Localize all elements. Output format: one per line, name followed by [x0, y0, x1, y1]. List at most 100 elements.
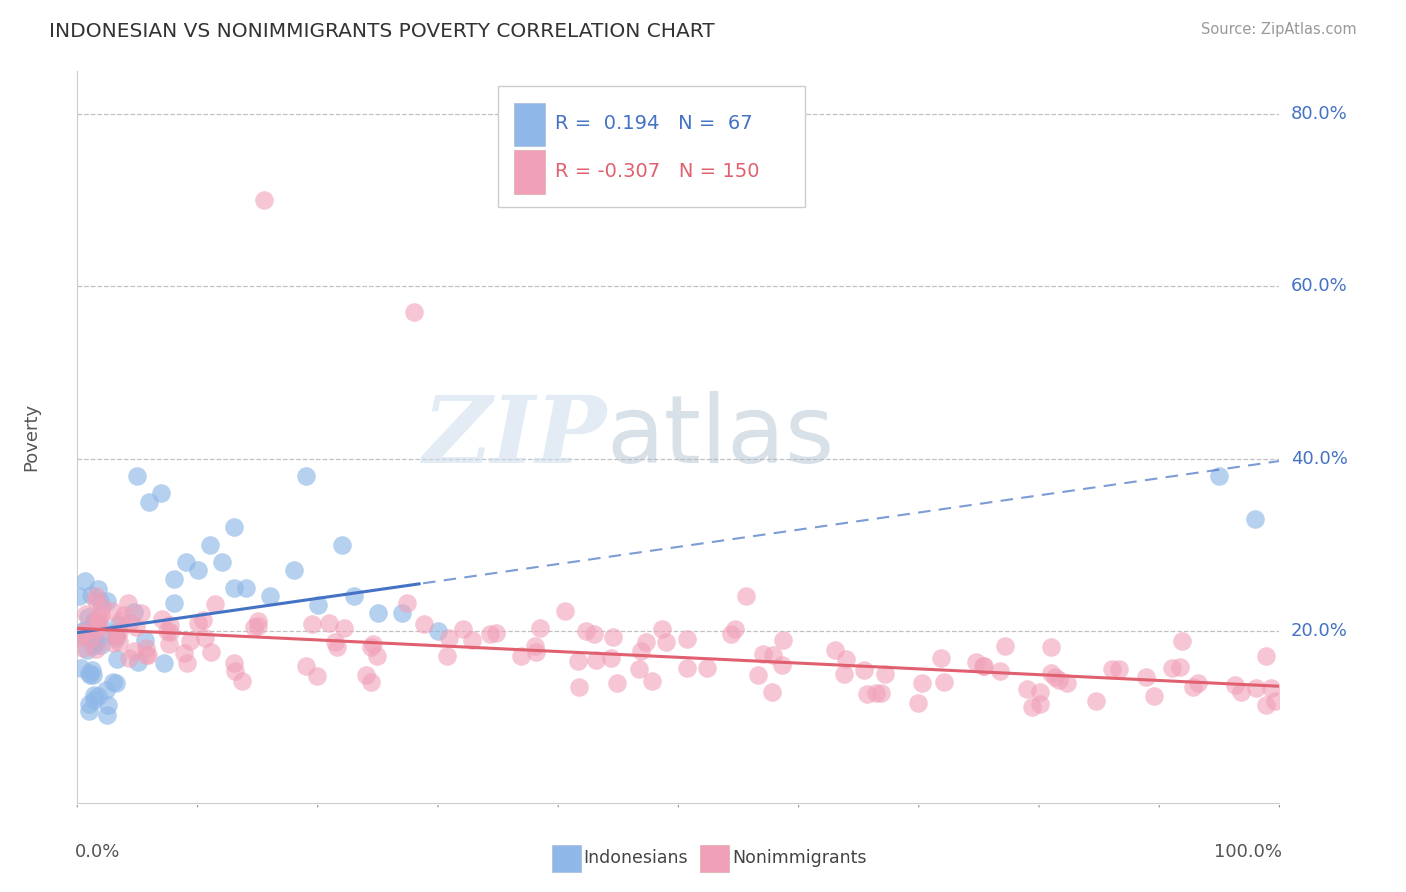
Point — [361, 637, 384, 651]
Point — [585, 653, 607, 667]
Point — [1029, 685, 1052, 699]
Point — [395, 596, 418, 610]
Point — [90, 607, 112, 622]
Point — [523, 639, 546, 653]
Point — [436, 648, 458, 663]
Point — [104, 631, 127, 645]
Point — [354, 667, 377, 681]
Point — [76, 610, 98, 624]
Text: 0.0%: 0.0% — [75, 843, 121, 861]
Point — [243, 620, 266, 634]
Point — [173, 646, 195, 660]
Point — [83, 614, 105, 628]
Point — [104, 625, 127, 640]
Point — [333, 621, 356, 635]
Point — [86, 612, 108, 626]
Point — [101, 675, 124, 690]
Point — [1029, 697, 1052, 711]
Point — [107, 617, 129, 632]
Point — [734, 589, 756, 603]
Point — [211, 555, 233, 569]
Point — [770, 658, 793, 673]
Point — [1039, 640, 1062, 654]
Point — [112, 608, 135, 623]
FancyBboxPatch shape — [700, 846, 728, 871]
Text: ZIP: ZIP — [422, 392, 606, 482]
Point — [129, 607, 152, 621]
Point — [929, 651, 952, 665]
Point — [1260, 681, 1282, 696]
FancyBboxPatch shape — [498, 86, 804, 207]
Point — [343, 589, 366, 603]
Point — [1101, 662, 1123, 676]
Point — [651, 622, 673, 636]
Point — [150, 612, 173, 626]
Text: 100.0%: 100.0% — [1213, 843, 1282, 861]
Point — [360, 640, 382, 655]
Point — [402, 305, 425, 319]
Point — [179, 634, 201, 648]
Point — [117, 596, 139, 610]
Point — [75, 607, 97, 621]
Point — [224, 664, 246, 678]
Text: 60.0%: 60.0% — [1291, 277, 1347, 295]
Point — [599, 651, 621, 665]
Point — [427, 624, 450, 638]
Point — [136, 648, 159, 663]
Point — [318, 615, 340, 630]
Point — [869, 686, 891, 700]
Point — [174, 555, 197, 569]
Point — [1170, 659, 1192, 673]
Point — [246, 615, 269, 629]
Point — [907, 696, 929, 710]
Point — [413, 616, 436, 631]
Point — [246, 619, 269, 633]
Point — [1187, 675, 1209, 690]
Point — [554, 604, 576, 618]
Point — [972, 658, 994, 673]
Point — [153, 656, 176, 670]
Point — [186, 564, 209, 578]
Point — [655, 635, 678, 649]
Point — [222, 520, 245, 534]
Point — [1254, 649, 1277, 664]
Point — [86, 612, 108, 626]
Point — [156, 624, 179, 638]
Point — [82, 663, 104, 677]
Point — [1182, 680, 1205, 694]
Point — [84, 594, 107, 608]
Point — [77, 697, 100, 711]
Point — [932, 675, 955, 690]
Point — [479, 627, 502, 641]
Point — [198, 538, 221, 552]
Point — [283, 564, 305, 578]
Point — [1135, 670, 1157, 684]
Point — [583, 627, 606, 641]
Point — [134, 633, 156, 648]
Point — [75, 624, 97, 638]
Point — [988, 664, 1011, 678]
Point — [191, 613, 214, 627]
Point — [94, 683, 117, 698]
Point — [307, 598, 329, 612]
Point — [70, 660, 93, 674]
Text: R =  0.194   N =  67: R = 0.194 N = 67 — [554, 114, 752, 133]
Text: 20.0%: 20.0% — [1291, 622, 1347, 640]
Point — [1056, 676, 1078, 690]
Point — [1108, 662, 1130, 676]
Point — [747, 668, 769, 682]
Point — [75, 626, 97, 640]
Point — [1225, 678, 1247, 692]
Point — [824, 642, 846, 657]
Point — [90, 600, 112, 615]
Point — [86, 634, 108, 648]
Text: R = -0.307   N = 150: R = -0.307 N = 150 — [554, 162, 759, 181]
Point — [391, 607, 413, 621]
Point — [224, 656, 246, 670]
Point — [676, 661, 699, 675]
Point — [485, 625, 508, 640]
Point — [1208, 468, 1230, 483]
Point — [1171, 634, 1194, 648]
Point — [641, 674, 664, 689]
Point — [104, 628, 127, 642]
